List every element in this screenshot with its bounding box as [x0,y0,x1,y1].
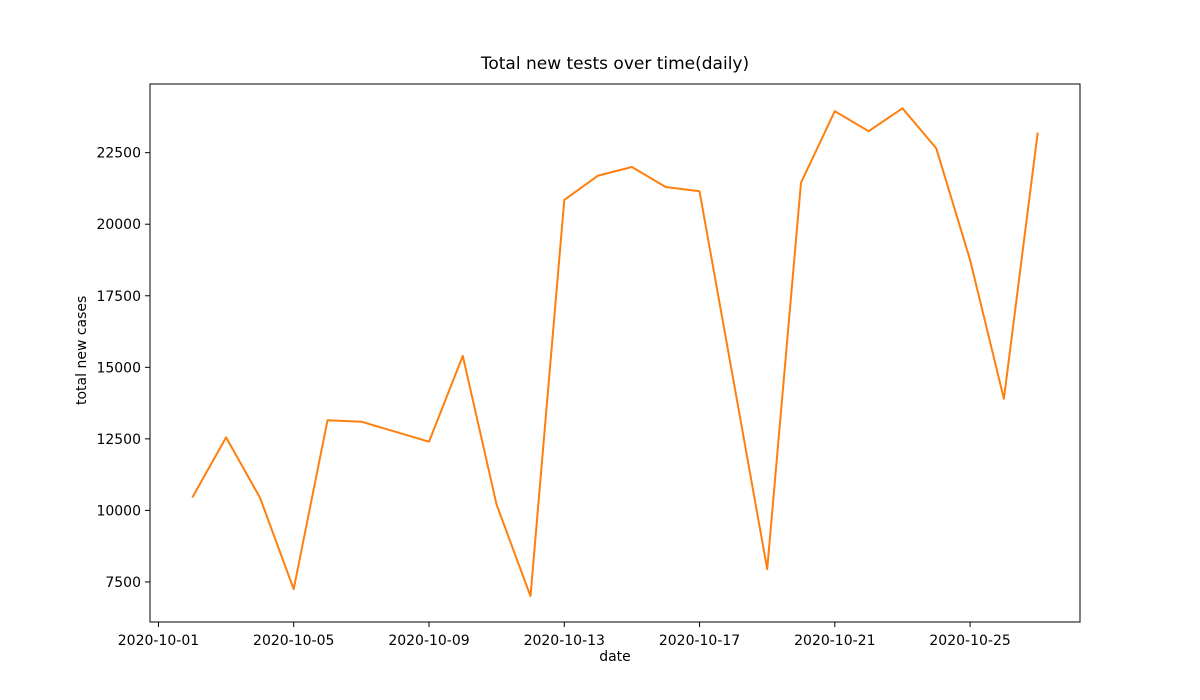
x-tick-label: 2020-10-13 [524,633,605,649]
y-tick-label: 12500 [96,432,141,448]
y-tick-label: 15000 [96,360,141,376]
plot-border [149,83,1081,623]
x-tick-label: 2020-10-21 [794,633,875,649]
y-tick-label: 22500 [96,146,141,162]
y-tick-label: 10000 [96,503,141,519]
x-tick-label: 2020-10-25 [929,633,1010,649]
series-line [191,107,1039,598]
y-tick-label: 20000 [96,217,141,233]
x-tick-label: 2020-10-05 [253,633,334,649]
y-tick-label: 17500 [96,289,141,305]
y-tick-label: 7500 [105,575,141,591]
y-axis-label: total new cases [74,295,90,405]
x-tick-label: 2020-10-01 [118,633,199,649]
chart-title: Total new tests over time(daily) [480,54,750,74]
x-tick-label: 2020-10-17 [659,633,740,649]
x-tick-label: 2020-10-09 [388,633,469,649]
x-axis-label: date [599,649,631,665]
